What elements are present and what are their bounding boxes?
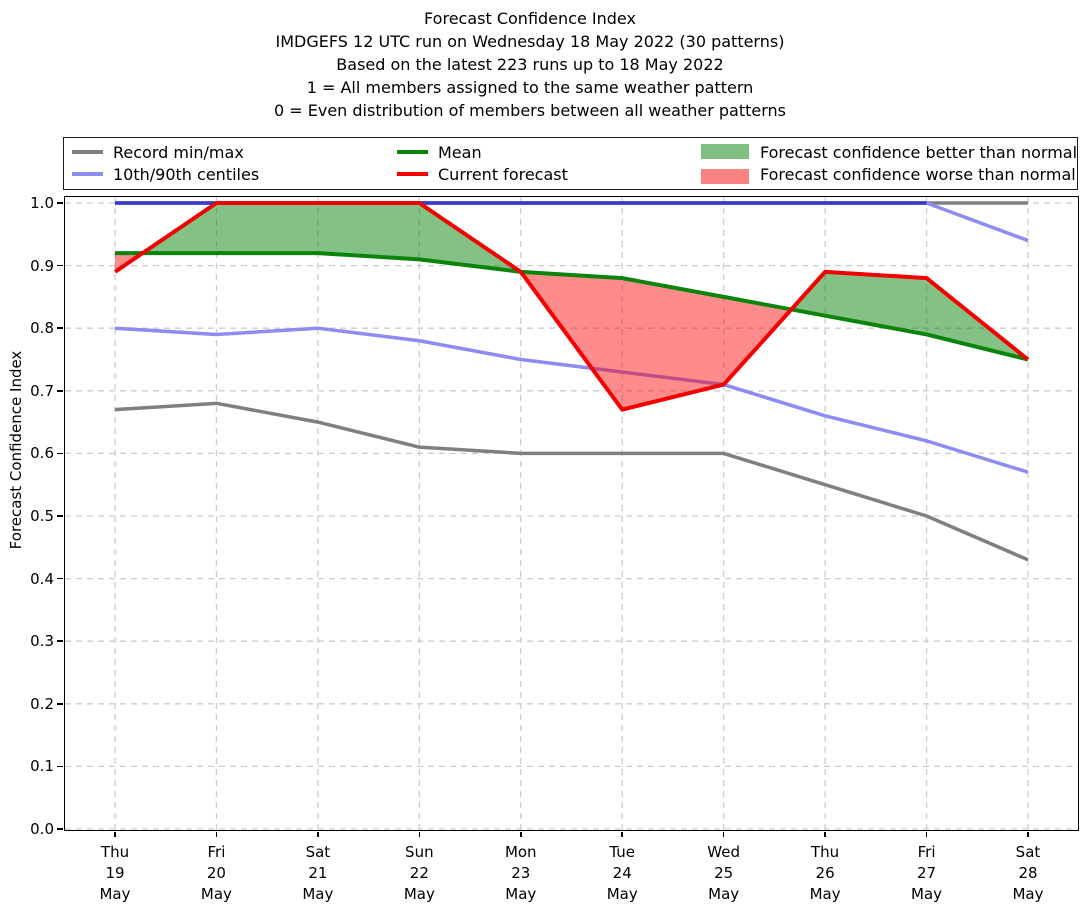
x-tick-label-line: 28	[1018, 864, 1038, 882]
x-tick-label-line: 25	[714, 864, 734, 882]
x-tick-label-line: May	[911, 885, 943, 903]
mean-line	[115, 251, 1029, 362]
x-tick-label: Tue 24 May	[577, 842, 667, 905]
centile-10-line	[114, 326, 1029, 474]
title-block: Forecast Confidence Index IMDGEFS 12 UTC…	[0, 7, 1060, 122]
x-tick-label-line: Wed	[707, 843, 740, 861]
y-tick-label: 0.0	[30, 820, 54, 838]
x-tick-label-line: May	[302, 885, 334, 903]
x-tick-label-line: Sun	[405, 843, 434, 861]
x-tick-label-line: Fri	[207, 843, 226, 861]
x-tick-mark	[824, 832, 826, 837]
worse-than-normal-legend-swatch	[701, 169, 749, 184]
fill-better-than-normal	[115, 203, 1028, 360]
worse-than-normal-legend-label: Forecast confidence worse than normal	[760, 165, 1076, 184]
chart-canvas	[65, 197, 1078, 830]
x-tick-mark	[722, 832, 725, 837]
x-tick-mark	[1027, 832, 1029, 837]
y-tick-mark	[57, 390, 63, 392]
x-tick-label: Sat 28 May	[983, 842, 1073, 905]
y-tick-label: 0.4	[30, 569, 54, 588]
y-tick-mark	[57, 828, 63, 830]
x-tick-mark	[215, 832, 218, 837]
better-than-normal-legend-swatch	[701, 144, 749, 159]
x-tick-label: Fri 20 May	[171, 842, 261, 905]
x-tick-label: Thu 26 May	[780, 842, 870, 905]
x-tick-label-line: 23	[511, 864, 531, 882]
x-tick-label-line: Tue	[609, 843, 636, 861]
x-tick-label-line: Thu	[811, 843, 840, 861]
x-tick-label-line: May	[200, 885, 232, 903]
x-tick-label-line: May	[1012, 885, 1044, 903]
fill-worse-than-normal	[115, 253, 1028, 410]
x-tick-label: Thu 19 May	[70, 842, 160, 905]
y-tick-mark	[57, 264, 63, 267]
x-tick-label: Sat 21 May	[273, 842, 363, 905]
x-tick-label-line: Mon	[504, 843, 537, 861]
y-tick-label: 0.1	[30, 757, 54, 776]
y-tick-mark	[57, 452, 63, 455]
x-tick-label-line: May	[809, 885, 841, 903]
y-tick-label: 0.9	[30, 256, 54, 275]
mean-legend-label: Mean	[438, 143, 482, 162]
y-tick-label: 0.7	[30, 381, 54, 400]
x-tick-label-line: Fri	[917, 843, 936, 861]
current-forecast-legend-swatch	[397, 172, 428, 176]
x-tick-label-line: May	[708, 885, 740, 903]
y-tick-label: 1.0	[30, 194, 54, 212]
y-tick-label: 0.5	[30, 507, 54, 525]
x-tick-label-line: 20	[206, 864, 226, 882]
x-tick-mark	[520, 832, 522, 837]
y-tick-label: 0.2	[30, 694, 54, 713]
y-tick-mark	[57, 327, 63, 329]
x-tick-mark	[317, 832, 319, 837]
x-tick-label-line: Sat	[305, 843, 331, 861]
y-tick-mark	[57, 202, 63, 204]
x-tick-label-line: 26	[815, 864, 835, 882]
x-tick-label: Mon 23 May	[476, 842, 566, 905]
current-forecast-line	[113, 201, 1030, 412]
y-tick-label: 0.6	[30, 444, 54, 463]
centiles-legend-swatch	[72, 172, 103, 176]
x-tick-label-line: 21	[308, 864, 328, 882]
y-tick-mark	[57, 577, 63, 580]
chart-subtitle-scale-0: 0 = Even distribution of members between…	[273, 101, 787, 120]
x-tick-label-line: Sat	[1015, 843, 1041, 861]
x-tick-label-line: May	[99, 885, 131, 903]
x-tick-label-line: 22	[409, 864, 429, 882]
x-tick-label: Sun 22 May	[374, 842, 464, 905]
x-tick-label-line: 24	[612, 864, 632, 882]
x-tick-mark	[418, 832, 421, 837]
y-tick-mark	[57, 640, 63, 642]
x-tick-label-line: May	[606, 885, 638, 903]
chart-subtitle-scale-1: 1 = All members assigned to the same wea…	[306, 78, 754, 97]
legend: Record min/max 10th/90th centiles Mean C…	[63, 137, 1078, 190]
y-tick-mark	[57, 765, 63, 768]
x-tick-label-line: May	[403, 885, 435, 903]
x-tick-label-line: Thu	[100, 843, 130, 861]
y-tick-label: 0.8	[30, 319, 54, 338]
record-minmax-legend-swatch	[72, 150, 103, 154]
chart-subtitle-runs: Based on the latest 223 runs up to 18 Ma…	[336, 55, 724, 74]
x-tick-mark	[114, 832, 116, 837]
record-minmax-legend-label: Record min/max	[113, 143, 244, 162]
y-tick-mark	[57, 703, 63, 705]
better-than-normal-legend-label: Forecast confidence better than normal	[760, 143, 1078, 162]
centiles-legend-label: 10th/90th centiles	[113, 165, 260, 184]
x-tick-label-line: 19	[105, 864, 125, 882]
mean-legend-swatch	[397, 150, 428, 154]
x-tick-mark	[925, 832, 928, 837]
x-tick-label-line: 27	[917, 864, 937, 882]
y-tick-mark	[57, 515, 63, 517]
x-tick-label-line: May	[505, 885, 537, 903]
y-tick-label: 0.3	[30, 632, 54, 651]
chart-subtitle-run: IMDGEFS 12 UTC run on Wednesday 18 May 2…	[275, 32, 785, 51]
record-min-line	[114, 401, 1029, 562]
x-tick-mark	[621, 832, 623, 837]
chart-title: Forecast Confidence Index	[424, 9, 636, 28]
current-forecast-legend-label: Current forecast	[438, 165, 568, 184]
x-tick-label: Fri 27 May	[882, 842, 972, 905]
x-tick-label: Wed 25 May	[679, 842, 769, 905]
